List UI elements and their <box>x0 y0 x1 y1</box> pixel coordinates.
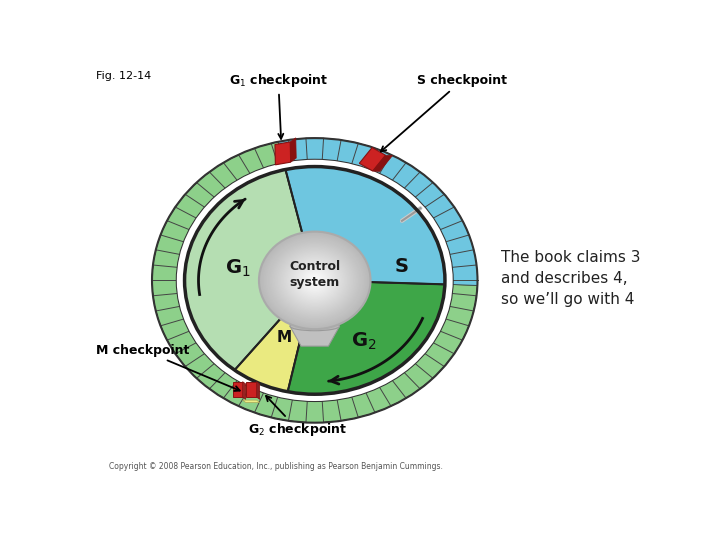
Text: G$_2$ checkpoint: G$_2$ checkpoint <box>248 396 348 438</box>
Ellipse shape <box>294 263 335 298</box>
Ellipse shape <box>312 278 318 283</box>
Ellipse shape <box>297 266 332 295</box>
Ellipse shape <box>184 166 445 394</box>
Polygon shape <box>243 400 260 402</box>
Ellipse shape <box>290 321 340 330</box>
Ellipse shape <box>264 235 366 325</box>
Polygon shape <box>290 138 296 162</box>
Ellipse shape <box>277 248 352 313</box>
Ellipse shape <box>262 234 367 327</box>
Ellipse shape <box>270 241 360 320</box>
Ellipse shape <box>304 271 325 290</box>
Ellipse shape <box>313 279 316 282</box>
Polygon shape <box>152 138 477 423</box>
Ellipse shape <box>266 238 363 322</box>
Polygon shape <box>243 382 246 400</box>
Ellipse shape <box>282 252 347 309</box>
Ellipse shape <box>296 264 333 296</box>
Text: G$_1$ checkpoint: G$_1$ checkpoint <box>228 72 328 139</box>
Text: M: M <box>277 329 292 345</box>
Polygon shape <box>233 382 243 397</box>
Polygon shape <box>235 280 315 392</box>
Text: Fig. 12-14: Fig. 12-14 <box>96 71 151 81</box>
Polygon shape <box>373 155 392 171</box>
Polygon shape <box>288 280 445 394</box>
Ellipse shape <box>274 245 355 316</box>
Ellipse shape <box>261 233 369 328</box>
Text: S checkpoint: S checkpoint <box>381 74 507 152</box>
Text: G$_1$: G$_1$ <box>225 258 251 279</box>
Text: M checkpoint: M checkpoint <box>96 343 240 391</box>
Ellipse shape <box>302 269 327 291</box>
Polygon shape <box>275 142 291 165</box>
Ellipse shape <box>259 232 371 329</box>
Text: G$_2$: G$_2$ <box>351 330 376 352</box>
Ellipse shape <box>276 247 354 314</box>
Text: S: S <box>395 258 409 276</box>
Ellipse shape <box>265 237 364 324</box>
Ellipse shape <box>273 244 356 317</box>
Ellipse shape <box>285 255 344 306</box>
Polygon shape <box>246 382 256 397</box>
Ellipse shape <box>309 275 321 286</box>
Text: Copyright © 2008 Pearson Education, Inc., publishing as Pearson Benjamin Cumming: Copyright © 2008 Pearson Education, Inc.… <box>109 462 444 471</box>
Ellipse shape <box>293 261 336 299</box>
Text: The book claims 3
and describes 4,
so we’ll go with 4: The book claims 3 and describes 4, so we… <box>500 249 640 307</box>
Polygon shape <box>256 382 260 400</box>
Ellipse shape <box>307 274 323 287</box>
Polygon shape <box>290 326 340 346</box>
Ellipse shape <box>289 258 341 303</box>
Ellipse shape <box>300 267 330 294</box>
Polygon shape <box>184 170 315 370</box>
Ellipse shape <box>279 249 351 312</box>
Ellipse shape <box>269 240 361 321</box>
Ellipse shape <box>281 251 349 310</box>
Ellipse shape <box>284 253 346 307</box>
Text: Control
system: Control system <box>289 260 341 289</box>
Ellipse shape <box>271 242 358 319</box>
Ellipse shape <box>310 276 320 285</box>
Ellipse shape <box>305 272 324 288</box>
Ellipse shape <box>301 268 329 293</box>
Polygon shape <box>359 147 385 171</box>
Ellipse shape <box>287 256 343 305</box>
Ellipse shape <box>290 259 340 302</box>
Ellipse shape <box>177 160 453 401</box>
Polygon shape <box>285 166 445 285</box>
Polygon shape <box>278 138 477 285</box>
Ellipse shape <box>292 260 338 301</box>
